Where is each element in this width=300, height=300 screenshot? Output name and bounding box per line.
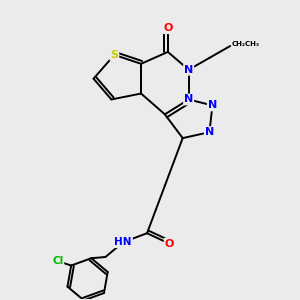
Text: N: N [184, 65, 193, 75]
Text: S: S [110, 50, 118, 60]
Text: HN: HN [115, 237, 132, 247]
Text: O: O [165, 238, 174, 249]
Text: Cl: Cl [52, 256, 63, 266]
Text: N: N [208, 100, 217, 110]
Text: CH₂CH₃: CH₂CH₃ [232, 41, 260, 47]
Text: N: N [205, 127, 214, 137]
Text: O: O [163, 23, 172, 33]
Text: N: N [184, 94, 193, 104]
